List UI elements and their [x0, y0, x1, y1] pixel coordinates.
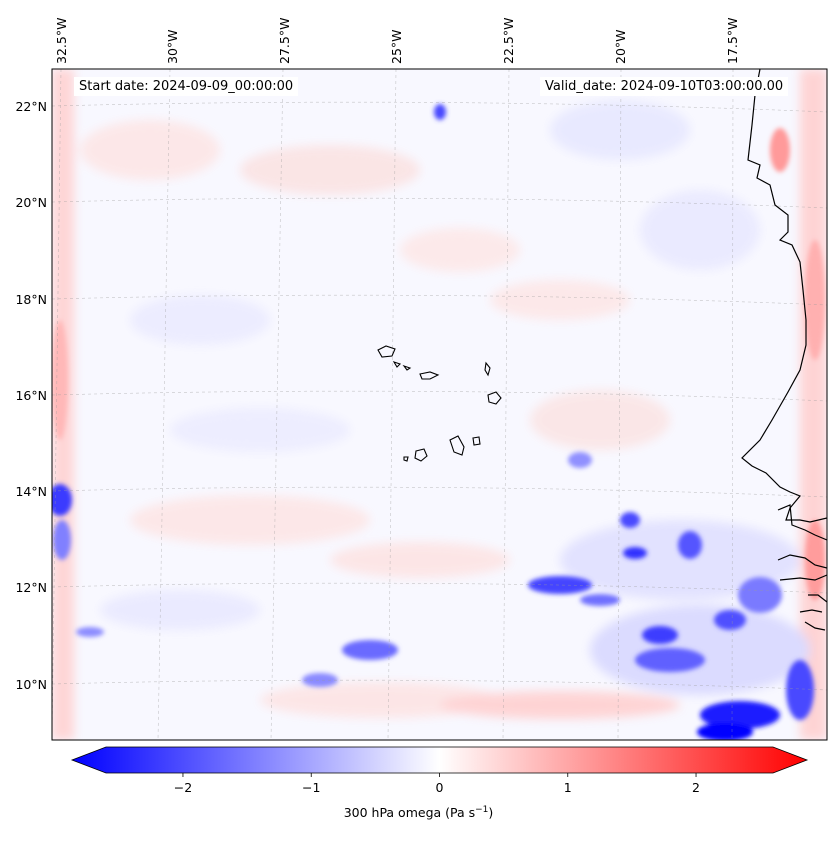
colorbar-tick-label: −2: [174, 780, 192, 795]
colorbar-tick-label: −1: [302, 780, 320, 795]
lat-label: 12°N: [15, 580, 47, 595]
colorbar-ticks: −2 −1 0 1 2: [174, 773, 700, 795]
lon-label: 22.5°W: [501, 18, 516, 64]
valid-date-label: Valid_date: 2024-09-10T03:00:00.00: [540, 77, 789, 96]
colorbar-body: [70, 746, 809, 774]
lat-label: 20°N: [15, 195, 47, 210]
colorbar: −2 −1 0 1 2: [70, 746, 809, 795]
colorbar-label: 300 hPa omega (Pa s−1): [343, 805, 494, 821]
lon-label: 17.5°W: [725, 18, 740, 64]
lon-label: 27.5°W: [277, 18, 292, 64]
lon-label: 32.5°W: [54, 18, 69, 64]
lat-label: 10°N: [15, 677, 47, 692]
lon-label: 20°W: [613, 29, 628, 64]
lat-label: 18°N: [15, 292, 47, 307]
colorbar-tick-label: 1: [564, 780, 572, 795]
colorbar-tick-label: 2: [692, 780, 700, 795]
cape-verde-islands: [377, 345, 502, 462]
coastline: [741, 69, 827, 631]
lon-label: 30°W: [165, 29, 180, 64]
colorbar-tick-label: 0: [436, 780, 444, 795]
lat-label: 14°N: [15, 484, 47, 499]
latitude-labels: 22°N 20°N 18°N 16°N 14°N 12°N 10°N: [15, 99, 47, 692]
map-field: [52, 69, 827, 740]
longitude-labels: 32.5°W 30°W 27.5°W 25°W 22.5°W 20°W 17.5…: [54, 18, 740, 64]
map-frame: [51, 68, 828, 741]
lon-label: 25°W: [389, 29, 404, 64]
start-date-label: Start date: 2024-09-09_00:00:00: [74, 77, 299, 96]
lat-label: 22°N: [15, 99, 47, 114]
lat-label: 16°N: [15, 388, 47, 403]
